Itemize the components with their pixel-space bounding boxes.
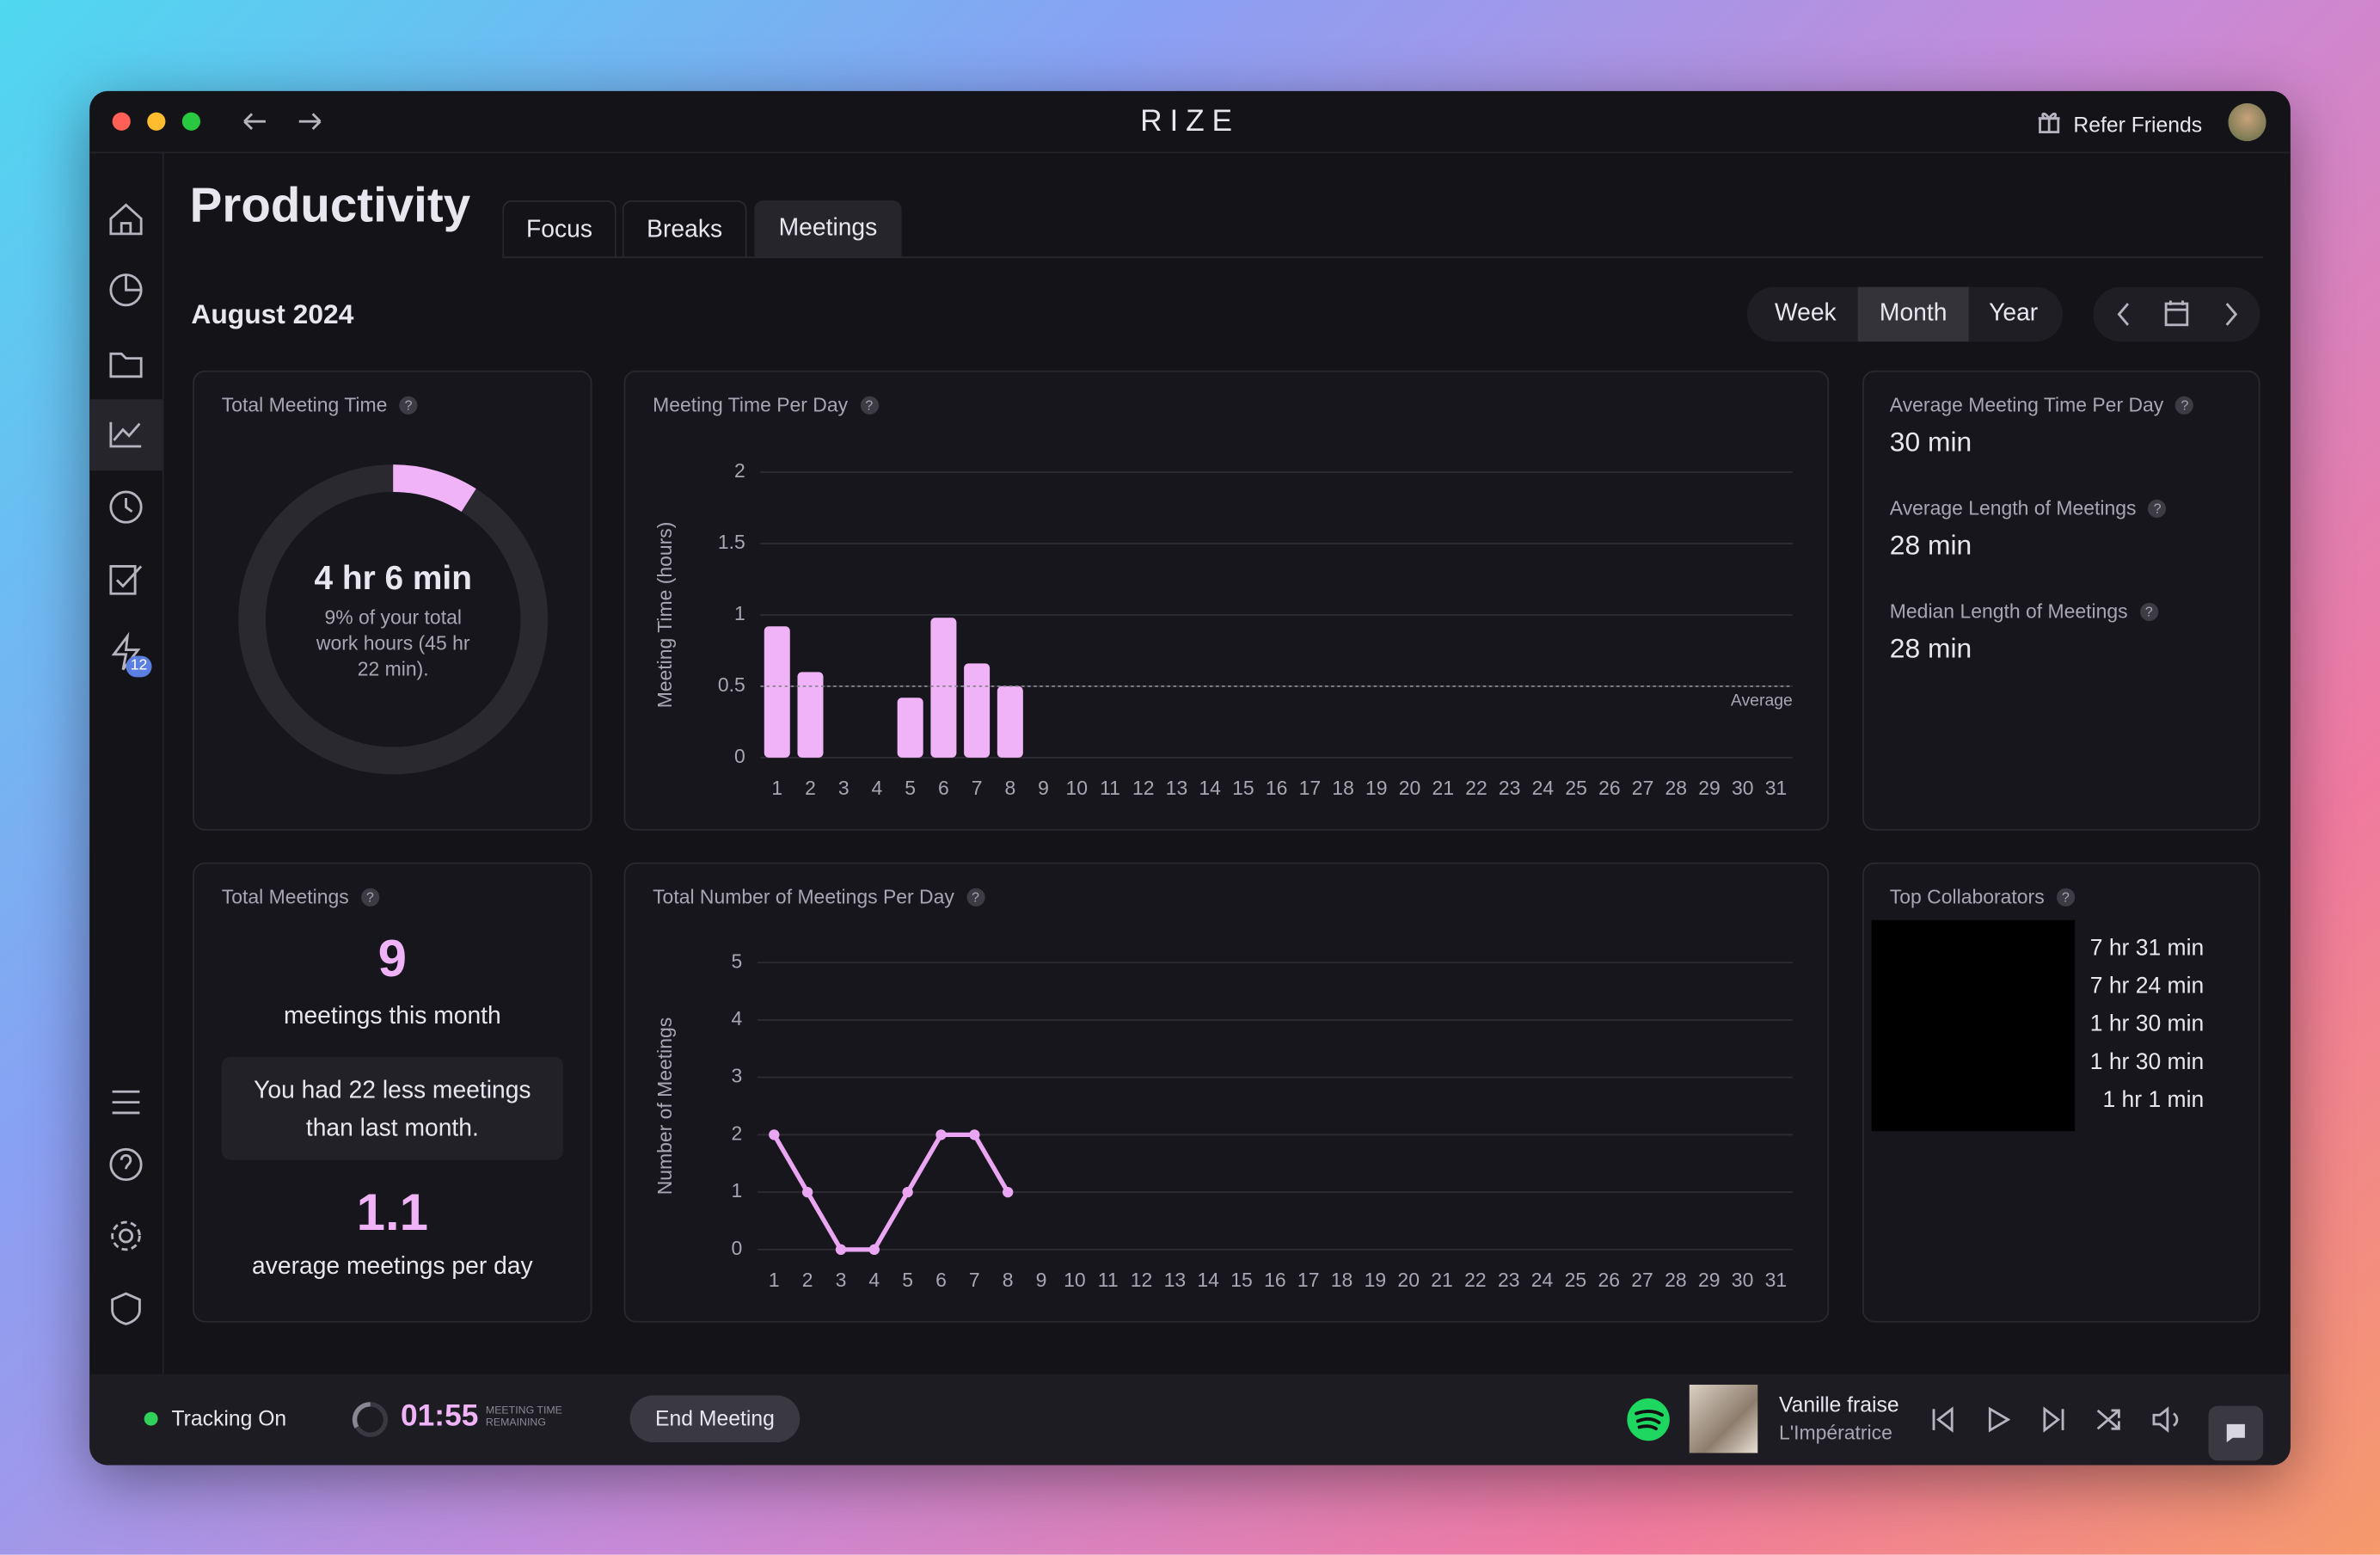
meeting-count: 9 <box>377 931 408 989</box>
comparison-box <box>221 1056 563 1160</box>
prev-button[interactable] <box>2117 303 2130 326</box>
album-art <box>1689 1384 1758 1454</box>
period: August 2024 <box>191 298 354 330</box>
settings-icon[interactable] <box>119 1228 133 1244</box>
badge: 12 <box>126 655 152 678</box>
timer: 01:55 <box>401 1399 479 1434</box>
check-icon[interactable] <box>109 565 143 595</box>
shuffle-button[interactable] <box>2096 1409 2120 1430</box>
sidebar <box>89 153 164 1374</box>
clock-icon[interactable] <box>109 490 143 524</box>
stat-value: 28 min <box>1889 633 1972 664</box>
panel <box>623 862 1830 1323</box>
help-icon[interactable]: ? <box>399 396 418 415</box>
track-title: Vanille fraise <box>1778 1392 1899 1417</box>
panel-title: Total Meetings <box>221 885 349 908</box>
collaborator-time: 1 hr 1 min <box>2102 1086 2205 1113</box>
panel-title: Total Number of Meetings Per Day <box>653 885 954 908</box>
date-nav-icons <box>2117 300 2238 327</box>
help-icon[interactable]: ? <box>2148 499 2167 518</box>
minimize-button[interactable] <box>147 112 166 131</box>
range-active <box>1857 286 1969 342</box>
stat-label: Average Length of Meetings? <box>1890 496 2167 519</box>
chart-icon[interactable] <box>109 421 142 448</box>
total-time-note: 9% of your total work hours (45 hr 22 mi… <box>316 605 470 680</box>
collaborator-time: 1 hr 30 min <box>2089 1011 2205 1037</box>
comparison: You had 22 less meetings than last month… <box>254 1078 531 1142</box>
timer-label: MEETING TIME REMAINING <box>485 1405 562 1429</box>
panel-title: Meeting Time Per Day <box>653 393 849 416</box>
panel-title: Total Meeting Time <box>221 393 388 416</box>
tab-divider <box>502 256 2264 259</box>
app-window: RIZE Refer Friends 12 Productivity Focus… <box>89 90 2291 1466</box>
shield-icon[interactable] <box>111 1292 141 1325</box>
help-icon[interactable]: ? <box>2175 396 2194 415</box>
stat-value: 30 min <box>1889 427 1972 458</box>
gift-icon <box>2038 112 2060 133</box>
panel-title: Top Collaborators <box>1889 885 2045 908</box>
date-nav <box>2093 286 2260 342</box>
collaborator-time: 7 hr 31 min <box>2089 935 2205 962</box>
menu-icon[interactable] <box>112 1090 140 1115</box>
refer-friends[interactable]: Refer Friends <box>2073 112 2203 137</box>
chat-icon <box>2226 1423 2245 1443</box>
help-icon[interactable]: ? <box>966 888 985 907</box>
volume-button[interactable] <box>2152 1406 2179 1433</box>
range-button[interactable]: Month <box>1879 300 1948 327</box>
sidebar-active <box>89 399 163 471</box>
back-arrow[interactable] <box>243 113 266 131</box>
help-icon[interactable]: ? <box>2139 602 2158 622</box>
bolt-icon[interactable] <box>111 631 141 671</box>
tab[interactable]: Breaks <box>622 200 747 259</box>
tracking-status[interactable]: Tracking On <box>171 1405 287 1430</box>
status-dot <box>144 1411 158 1426</box>
sidebar-icons <box>109 203 143 1325</box>
next-track-button[interactable] <box>2043 1406 2064 1433</box>
previous-button[interactable] <box>1932 1406 1954 1433</box>
play-button[interactable] <box>1988 1406 2011 1433</box>
average-meetings-label: average meetings per day <box>252 1254 533 1281</box>
tab[interactable]: Focus <box>502 200 616 259</box>
title-bar <box>89 91 2291 154</box>
home-icon[interactable] <box>109 203 143 236</box>
zoom-button[interactable] <box>181 112 201 131</box>
total-time: 4 hr 6 min <box>314 558 472 597</box>
panel <box>193 370 592 831</box>
redacted-names <box>1871 919 2076 1132</box>
close-button[interactable] <box>112 112 131 131</box>
range-button[interactable]: Week <box>1774 300 1837 327</box>
player-controls <box>1932 1406 2179 1433</box>
timer-ring <box>352 1402 389 1437</box>
panel <box>1862 370 2260 831</box>
help-icon[interactable]: ? <box>860 396 879 415</box>
panel <box>623 370 1830 831</box>
range-button[interactable]: Year <box>1989 300 2039 327</box>
footer <box>89 1374 2291 1466</box>
collaborator-time: 7 hr 24 min <box>2089 973 2205 999</box>
track-artist: L'Impératrice <box>1778 1421 1892 1444</box>
average-meetings: 1.1 <box>356 1183 429 1243</box>
calendar-button[interactable] <box>2164 302 2189 327</box>
help-icon[interactable]: ? <box>360 888 380 907</box>
help-icon[interactable]: ? <box>2056 888 2075 907</box>
meeting-count-label: meetings this month <box>283 1003 501 1029</box>
page-title: Productivity <box>189 177 471 233</box>
tab-active[interactable]: Meetings <box>754 200 902 257</box>
app-name: RIZE <box>1140 104 1240 138</box>
stat-label: Average Meeting Time Per Day? <box>1890 393 2194 416</box>
nav-arrows[interactable] <box>242 109 327 133</box>
help-icon[interactable] <box>109 1147 143 1182</box>
avatar[interactable] <box>2228 103 2267 142</box>
forward-arrow[interactable] <box>298 113 322 131</box>
spotify-icon[interactable] <box>1626 1397 1672 1442</box>
end-meeting-button[interactable]: End Meeting <box>629 1395 800 1443</box>
stat-label: Median Length of Meetings? <box>1890 599 2158 623</box>
stat-value: 28 min <box>1889 530 1972 561</box>
next-button[interactable] <box>2225 303 2238 326</box>
collaborator-time: 1 hr 30 min <box>2089 1048 2205 1075</box>
folder-icon[interactable] <box>109 352 143 378</box>
